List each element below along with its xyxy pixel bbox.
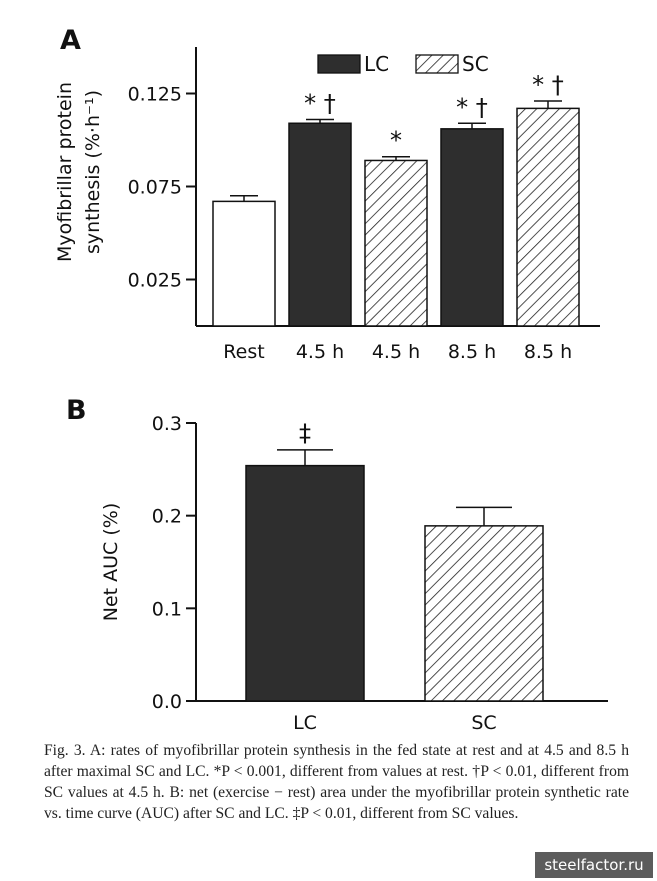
y-axis-label-line2: synthesis (%·h⁻¹) xyxy=(82,90,104,254)
bar xyxy=(288,122,352,327)
y-tick-label: 0.2 xyxy=(152,506,182,528)
caption-text: A: rates of myofibrillar protein synthes… xyxy=(44,742,629,822)
bar xyxy=(440,128,504,327)
y-tick-label: 0.1 xyxy=(152,598,182,620)
legend-swatch xyxy=(317,54,361,74)
x-tick-labels: Rest 4.5 h 4.5 h 8.5 h 8.5 h xyxy=(223,341,572,363)
watermark: steelfactor.ru xyxy=(535,852,653,878)
bars: ‡ xyxy=(245,419,544,702)
x-tick-label: 8.5 h xyxy=(524,341,572,363)
chart-panel-a: A LC SC Myofibrillar protein synthesis (%… xyxy=(54,25,600,363)
bars: * † * * † * † xyxy=(212,71,580,327)
legend: LC SC xyxy=(317,52,489,76)
significance-marker: * † xyxy=(304,90,336,118)
x-tick-labels: LC SC xyxy=(293,712,497,734)
x-tick-label: 8.5 h xyxy=(448,341,496,363)
y-tick-label: 0.075 xyxy=(128,177,182,199)
bar xyxy=(424,525,544,702)
x-tick-label: 4.5 h xyxy=(372,341,420,363)
y-tick-label: 0.3 xyxy=(152,413,182,435)
panel-b-label: B xyxy=(66,395,87,426)
panel-a-label: A xyxy=(60,25,81,56)
bar xyxy=(516,107,580,327)
legend-label: LC xyxy=(364,52,389,76)
chart-panel-b: B Net AUC (%) 0.0 0.1 0.2 0.3 ‡ LC SC xyxy=(66,395,608,734)
x-tick-label: Rest xyxy=(223,341,264,363)
bar xyxy=(364,159,428,327)
y-axis-label: Net AUC (%) xyxy=(100,503,122,621)
figure: A LC SC Myofibrillar protein synthesis (%… xyxy=(54,25,608,734)
legend-label: SC xyxy=(462,52,489,76)
significance-marker: * † xyxy=(532,71,564,99)
bar xyxy=(245,464,365,702)
y-tick-label: 0.025 xyxy=(128,270,182,292)
figure-caption: Fig. 3. A: rates of myofibrillar protein… xyxy=(44,740,629,824)
significance-marker: ‡ xyxy=(299,419,311,447)
significance-marker: * xyxy=(390,127,402,155)
y-axis-label-line1: Myofibrillar protein xyxy=(54,82,76,262)
y-tick-label: 0.125 xyxy=(128,84,182,106)
bar xyxy=(212,200,276,327)
x-tick-label: 4.5 h xyxy=(296,341,344,363)
x-tick-label: LC xyxy=(293,712,317,734)
significance-marker: * † xyxy=(456,93,488,121)
legend-swatch xyxy=(415,54,459,74)
y-tick-label: 0.0 xyxy=(152,691,182,713)
caption-figure-number: Fig. 3. xyxy=(44,742,86,759)
x-tick-label: SC xyxy=(471,712,496,734)
